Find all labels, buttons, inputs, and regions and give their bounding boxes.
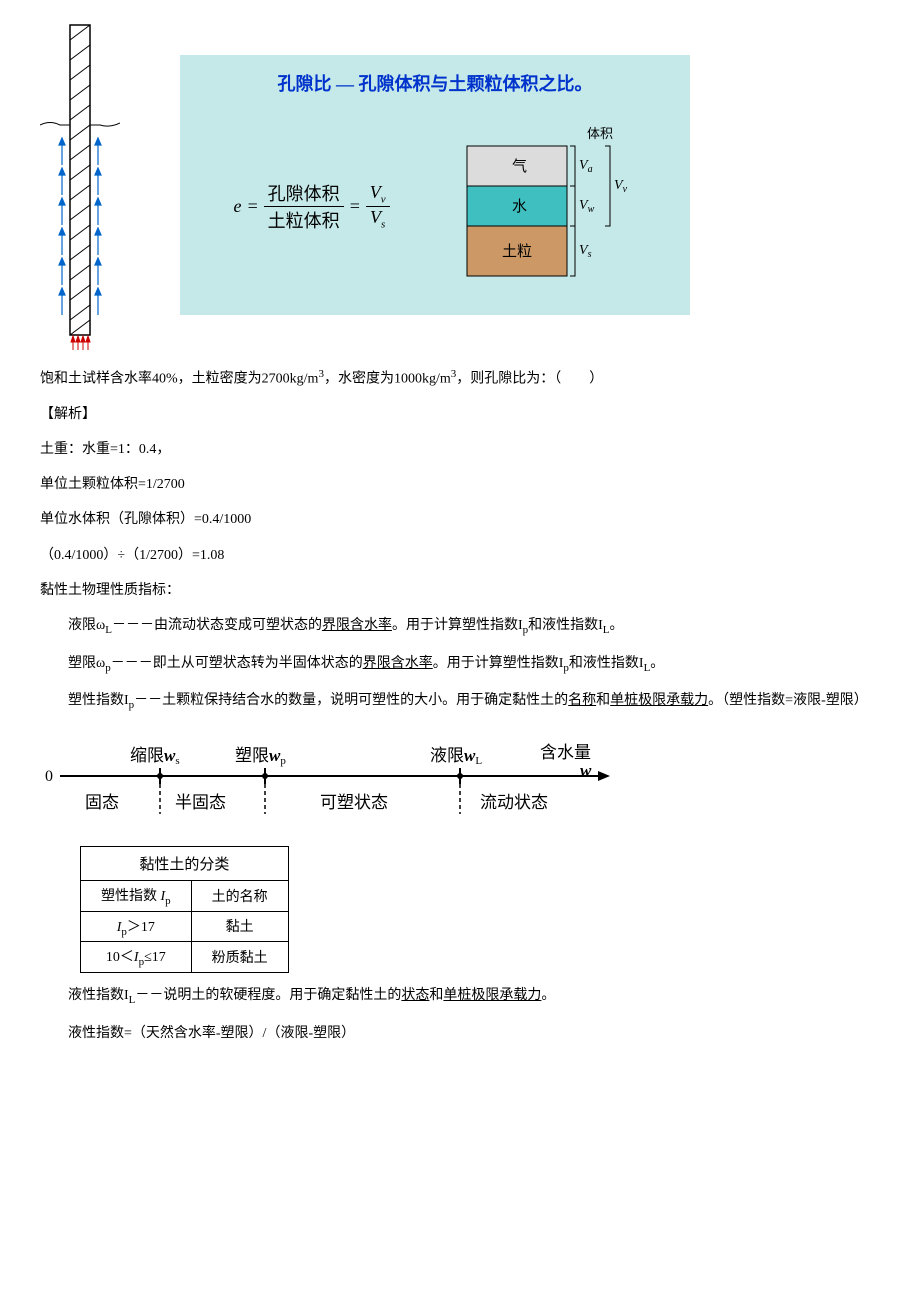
plastic-limit-line: 塑限ωp－－－即土从可塑状态转为半固体状态的界限含水率。用于计算塑性指数Ip和液… — [40, 651, 880, 679]
phase-water: 水 — [512, 198, 527, 215]
void-ratio-formula: e = 孔隙体积 土粒体积 = Vv Vs — [233, 180, 389, 233]
phase-diagram: 体积 气 水 土粒 Va Vw Vs Vv — [457, 126, 637, 286]
vv-label: Vv — [614, 178, 628, 195]
w-label: w — [580, 761, 592, 780]
frac1-den: 土粒体积 — [264, 207, 344, 233]
table-row: 10＜Ip≤17 粉质黏土 — [81, 942, 289, 973]
pile-diagram — [40, 20, 120, 350]
state-semisolid: 半固态 — [175, 793, 226, 812]
solution-line1: 土重：水重=1：0.4， — [40, 437, 880, 462]
void-ratio-content: e = 孔隙体积 土粒体积 = Vv Vs 体积 气 水 — [200, 126, 670, 286]
table-title: 黏性土的分类 — [81, 846, 289, 880]
solution-line4: （0.4/1000）÷（1/2700）=1.08 — [40, 543, 880, 568]
solution-line2: 单位土颗粒体积=1/2700 — [40, 472, 880, 497]
state-liquid: 流动状态 — [480, 793, 548, 812]
va-label: Va — [579, 158, 593, 175]
liquidity-formula: 液性指数=（天然含水率-塑限）/（液限-塑限） — [40, 1021, 880, 1046]
clay-heading: 黏性土物理性质指标： — [40, 578, 880, 603]
frac1-num: 孔隙体积 — [264, 180, 344, 207]
liquid-limit-line: 液限ωL－－－由流动状态变成可塑状态的界限含水率。用于计算塑性指数Ip和液性指数… — [40, 613, 880, 641]
vw-label: Vw — [579, 198, 595, 215]
underline-text: 界限含水率 — [363, 656, 433, 671]
table-cell: 粉质黏土 — [191, 942, 288, 973]
liquid-label: 液限wL — [430, 746, 482, 767]
underline-text: 名称 — [568, 693, 596, 708]
frac-cn: 孔隙体积 土粒体积 — [264, 180, 344, 233]
table-h2: 土的名称 — [191, 880, 288, 911]
table-cell: 黏土 — [191, 911, 288, 942]
top-figures-row: 孔隙比 — 孔隙体积与土颗粒体积之比。 e = 孔隙体积 土粒体积 = Vv V… — [40, 20, 880, 350]
clay-classification-table: 黏性土的分类 塑性指数 Ip 土的名称 Ip＞17 黏土 10＜Ip≤17 粉质… — [80, 846, 289, 973]
solution-line3: 单位水体积（孔隙体积）=0.4/1000 — [40, 507, 880, 532]
table-cell: Ip＞17 — [81, 911, 192, 942]
frac-sym: Vv Vs — [366, 182, 390, 230]
problem-text: 饱和土试样含水率40%，土粒密度为2700kg/m3，水密度为1000kg/m3… — [40, 365, 880, 392]
equals: = — [349, 196, 361, 217]
state-plastic: 可塑状态 — [320, 793, 388, 812]
frac2-den: Vs — [366, 207, 389, 231]
zero-label: 0 — [45, 768, 53, 785]
phase-air: 气 — [512, 158, 527, 175]
equals: = — [246, 196, 258, 217]
state-solid: 固态 — [85, 793, 119, 812]
plasticity-index-line: 塑性指数Ip－－土颗粒保持结合水的数量，说明可塑性的大小。用于确定黏性土的名称和… — [40, 688, 880, 716]
underline-text: 单桩极限承载力 — [443, 988, 541, 1003]
shrink-label: 缩限ws — [130, 746, 180, 767]
underline-text: 状态 — [401, 988, 429, 1003]
table-row: Ip＞17 黏土 — [81, 911, 289, 942]
liquidity-index-line: 液性指数IL－－说明土的软硬程度。用于确定黏性土的状态和单桩极限承载力。 — [40, 983, 880, 1011]
void-ratio-panel: 孔隙比 — 孔隙体积与土颗粒体积之比。 e = 孔隙体积 土粒体积 = Vv V… — [180, 55, 690, 315]
formula-lhs: e — [233, 196, 241, 217]
table-cell: 10＜Ip≤17 — [81, 942, 192, 973]
phase-header: 体积 — [587, 126, 613, 141]
underline-text: 界限含水率 — [322, 618, 392, 633]
underline-text: 单桩极限承载力 — [610, 693, 708, 708]
table-h1: 塑性指数 Ip — [81, 880, 192, 911]
void-ratio-title: 孔隙比 — 孔隙体积与土颗粒体积之比。 — [200, 70, 670, 96]
state-diagram: 0 缩限ws 塑限wp 液限wL 含水量 w 固态 半固态 可塑状态 流动状态 — [40, 736, 660, 821]
frac2-num: Vv — [366, 182, 390, 207]
content-label: 含水量 — [540, 743, 591, 762]
phase-soil: 土粒 — [502, 243, 532, 260]
plastic-label: 塑限wp — [235, 746, 286, 767]
solution-heading: 【解析】 — [40, 402, 880, 427]
vs-label: Vs — [579, 243, 592, 260]
